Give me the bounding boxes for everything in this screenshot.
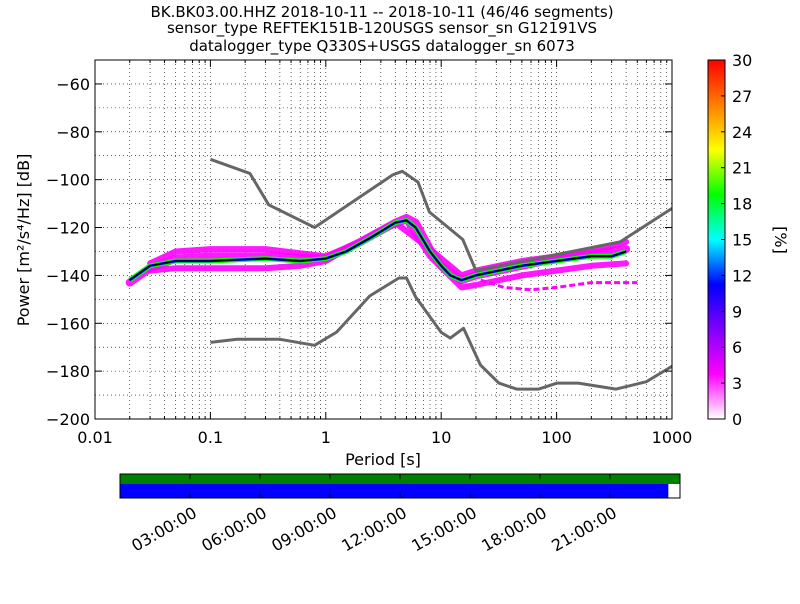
plot-frame [94, 59, 673, 420]
chart-title-line-3: datalogger_type Q330S+USGS datalogger_sn… [189, 37, 575, 56]
x-tick-label: 0.1 [198, 428, 223, 447]
y-tick-label: −60 [56, 75, 90, 94]
y-tick-label: −80 [56, 123, 90, 142]
timeline-tick-label: 18:00:00 [478, 503, 550, 555]
timeline-tick-label: 09:00:00 [268, 503, 340, 555]
y-tick-label: −140 [46, 266, 90, 285]
grid-lines [94, 60, 672, 419]
density-outlier-track [441, 180, 647, 254]
y-tick-label: −160 [46, 314, 90, 333]
chart-title-line-1: BK.BK03.00.HHZ 2018-10-11 -- 2018-10-11 … [150, 3, 613, 21]
x-axis-label: Period [s] [345, 450, 421, 469]
axis-ticks: 0.01 0.1 1 10 100 1000 −60 −80 −100 −120 −140 −160 −… [46, 60, 692, 447]
y-tick-label: −180 [46, 362, 90, 381]
colorbar-tick-label: 24 [732, 123, 752, 142]
timeline-tick-label: 15:00:00 [408, 503, 480, 555]
colorbar-tick-label: 6 [732, 338, 742, 357]
colorbar-tick-label: 18 [732, 195, 752, 214]
y-tick-label: −200 [46, 410, 90, 429]
timeline-tick-label: 21:00:00 [548, 503, 620, 555]
noise-model-nhnm [209, 157, 672, 273]
density-heatmap [125, 180, 647, 342]
x-tick-label: 10 [431, 428, 451, 447]
density-outlier-track [140, 233, 211, 246]
mean-curve [129, 219, 627, 281]
colorbar-tick-label: 15 [732, 231, 752, 250]
noise-models [209, 157, 672, 391]
timeline-tick-label: 12:00:00 [338, 503, 410, 555]
density-outlier-track [149, 221, 266, 244]
timeline-coverage: 03:00:0006:00:0009:00:0012:00:0015:00:00… [119, 473, 681, 555]
y-axis-label: Power [m²/s⁴/Hz] [dB] [14, 154, 33, 327]
colorbar-ticks: 0 3 6 9 12 15 18 21 24 27 30 [721, 51, 752, 429]
colorbar-tick-label: 30 [732, 51, 752, 70]
chart-title-line-2: sensor_type REFTEK151B-120USGS sensor_sn… [167, 19, 597, 38]
density-outlier-track [469, 298, 638, 342]
x-tick-label: 1000 [652, 428, 693, 447]
colorbar-tick-label: 21 [732, 159, 752, 178]
colorbar-tick-label: 0 [732, 410, 742, 429]
noise-model-nlnm [210, 276, 672, 391]
timeline-tick-label: 06:00:00 [198, 503, 270, 555]
density-outlier-track [460, 238, 638, 316]
x-tick-label: 1 [321, 428, 331, 447]
colorbar-tick-label: 3 [732, 374, 742, 393]
colorbar-label: [%] [771, 226, 790, 254]
colorbar-tick-label: 12 [732, 266, 752, 285]
x-tick-label: 100 [541, 428, 572, 447]
y-tick-label: −100 [46, 171, 90, 190]
colorbar-tick-label: 27 [732, 87, 752, 106]
y-tick-label: −120 [46, 219, 90, 238]
timeline-tick-label: 03:00:00 [128, 503, 200, 555]
x-tick-label: 0.01 [77, 428, 113, 447]
density-outlier-track [480, 278, 638, 292]
colorbar-tick-label: 9 [732, 302, 742, 321]
timeline-segment-bar [120, 484, 669, 498]
